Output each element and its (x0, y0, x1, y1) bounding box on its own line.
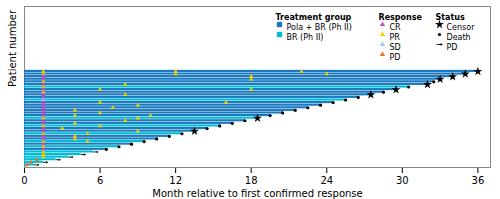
svg-text:6: 6 (97, 175, 103, 186)
svg-text:CR: CR (390, 23, 402, 32)
svg-text:PD: PD (390, 53, 401, 62)
svg-text:0: 0 (21, 175, 27, 186)
svg-text:18: 18 (245, 175, 258, 186)
svg-text:Month relative to first confir: Month relative to first confirmed respon… (152, 188, 362, 199)
svg-text:Status: Status (436, 13, 466, 22)
svg-text:12: 12 (169, 175, 182, 186)
svg-text:Response: Response (379, 13, 423, 22)
svg-text:24: 24 (320, 175, 333, 186)
svg-text:Censor: Censor (447, 23, 476, 32)
svg-text:Treatment group: Treatment group (276, 13, 352, 22)
svg-text:Patient number: Patient number (7, 9, 18, 87)
svg-text:SD: SD (390, 43, 401, 52)
svg-text:BR (Ph II): BR (Ph II) (287, 33, 324, 42)
svg-text:Pola + BR (Ph II): Pola + BR (Ph II) (287, 23, 352, 32)
svg-text:PR: PR (390, 33, 401, 42)
svg-text:36: 36 (472, 175, 485, 186)
svg-text:PD: PD (447, 43, 458, 52)
svg-text:Death: Death (447, 33, 471, 42)
svg-text:30: 30 (396, 175, 409, 186)
